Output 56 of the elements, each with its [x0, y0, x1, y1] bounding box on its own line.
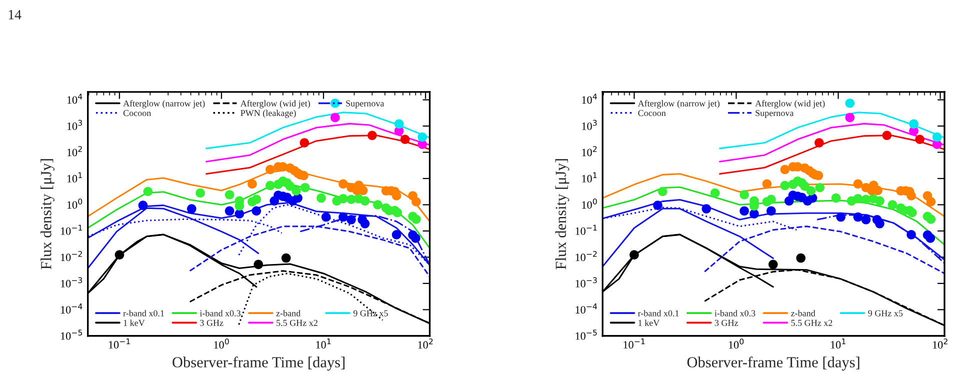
legend-label: 3 GHz — [714, 320, 738, 326]
y-tick-label: 10$^{−2}$ — [60, 251, 82, 262]
x-tick-label: 10$^{1}$ — [830, 338, 846, 349]
legend-label: Supernova — [346, 100, 384, 108]
legend-label: Afterglow (wid jet) — [240, 100, 310, 108]
legend-label: i-band x0.3 — [200, 310, 240, 316]
legend-label: 1 keV — [638, 320, 660, 326]
y-tick-label: 10$^{−1}$ — [576, 224, 597, 235]
legend-label: 9 GHz x5 — [353, 310, 388, 316]
text: 14 — [8, 10, 22, 20]
legend-label: Afterglow (narrow jet) — [123, 100, 205, 108]
x-tick-label: 10$^{1}$ — [316, 338, 331, 349]
legend-label: z-band — [276, 310, 300, 316]
x-tick-label: 10$^{2}$ — [418, 338, 433, 349]
x-axis-title: Observer-frame Time [days] — [687, 356, 860, 371]
legend-label: 5.5 GHz x2 — [791, 320, 832, 326]
y-tick-label: 10$^{3}$ — [582, 120, 597, 130]
legend-label: 9 GHz x5 — [868, 310, 903, 316]
y-tick-label: 10$^{0}$ — [582, 198, 597, 209]
x-tick-label: 10$^{−1}$ — [624, 338, 645, 349]
legend-label: i-band x0.3 — [714, 310, 756, 316]
legend-label: 1 keV — [124, 320, 145, 326]
legend-label: Cocoon — [123, 110, 152, 116]
y-axis-title: Flux density [μJy] — [40, 159, 54, 270]
y-tick-label: 10$^{1}$ — [582, 172, 597, 182]
x-tick-label: 10$^{2}$ — [932, 338, 948, 349]
legend-label: Afterglow (wid jet) — [755, 100, 825, 108]
x-tick-label: 10$^{0}$ — [214, 338, 229, 349]
y-tick-label: 10$^{2}$ — [582, 146, 597, 156]
y-tick-label: 10$^{−1}$ — [60, 224, 82, 235]
y-tick-label: 10$^{4}$ — [67, 94, 82, 104]
y-tick-label: 10$^{−3}$ — [576, 277, 597, 288]
legend-label: r-band x0.1 — [123, 310, 164, 316]
y-tick-label: 10$^{−5}$ — [576, 330, 597, 340]
y-tick-label: 10$^{−4}$ — [576, 304, 597, 314]
y-tick-label: 10$^{1}$ — [67, 172, 82, 182]
y-tick-label: 10$^{−5}$ — [60, 330, 82, 340]
y-tick-label: 10$^{−2}$ — [576, 251, 597, 262]
legend-label: r-band x0.1 — [638, 310, 679, 316]
legend-label: Cocoon — [638, 110, 666, 116]
y-tick-label: 10$^{0}$ — [67, 198, 82, 209]
y-tick-label: 10$^{−3}$ — [60, 277, 82, 288]
x-axis-title: Observer-frame Time [days] — [172, 356, 344, 371]
y-tick-label: 10$^{4}$ — [582, 94, 597, 104]
y-tick-label: 10$^{2}$ — [67, 146, 82, 156]
legend-label: z-band — [791, 310, 816, 316]
legend-label: 3 GHz — [200, 320, 224, 326]
y-tick-label: 10$^{3}$ — [67, 120, 82, 130]
legend-label: Afterglow (narrow jet) — [638, 100, 720, 108]
x-tick-label: 10$^{−1}$ — [108, 338, 130, 349]
legend-label: PWN (leakage) — [240, 110, 296, 118]
legend-label: 5.5 GHz x2 — [276, 320, 318, 326]
x-tick-label: 10$^{0}$ — [728, 338, 744, 349]
y-tick-label: 10$^{−4}$ — [60, 304, 82, 314]
y-axis-title: Flux density [μJy] — [555, 159, 570, 270]
legend-label: Supernova — [756, 110, 794, 118]
